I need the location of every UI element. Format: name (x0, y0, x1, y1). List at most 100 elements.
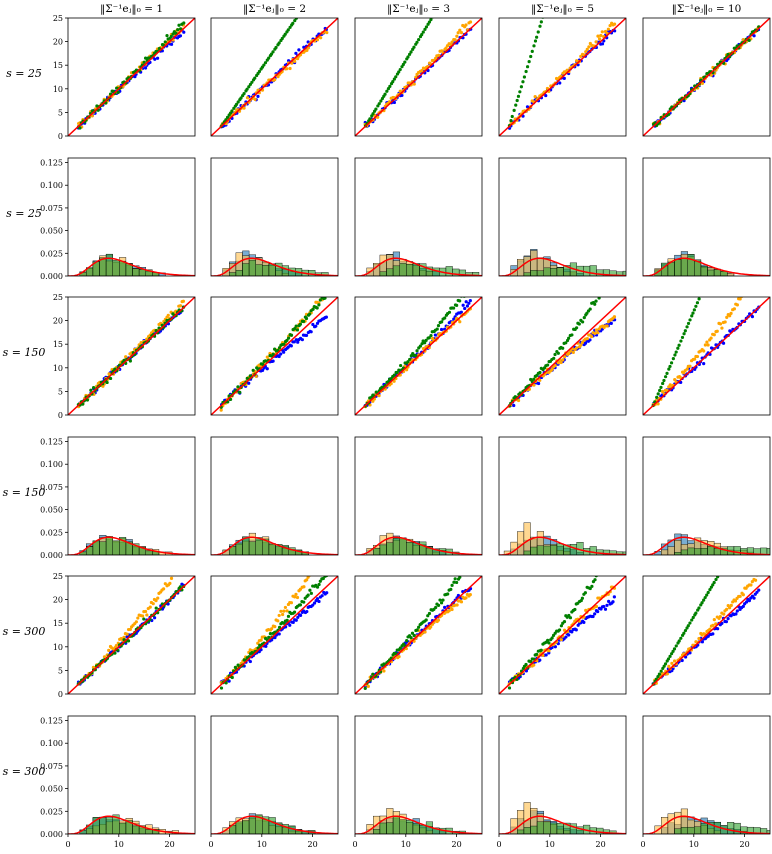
hist-bar-green (373, 829, 381, 834)
axes-frame (67, 715, 196, 835)
qq-point-green (754, 512, 757, 515)
qq-point-orange (420, 68, 424, 73)
qq-point-green (392, 373, 396, 377)
qq-point-blue (562, 76, 566, 80)
hist-bar-green (680, 257, 688, 276)
qq-point-orange (151, 602, 155, 606)
qq-point-green (374, 107, 378, 111)
qq-point-green (667, 367, 671, 371)
qq-point-green (597, 297, 601, 300)
axes-frame (354, 296, 483, 416)
qq-point-green (395, 370, 399, 375)
qq-point-green (509, 119, 513, 123)
qq-point-green (546, 363, 550, 367)
x-tick-label: 20 (740, 840, 750, 849)
qq-point-green (663, 375, 668, 379)
hist-bar-green (281, 265, 289, 276)
qq-point-blue (602, 604, 606, 609)
qq-point-green (722, 565, 725, 568)
qq-point-orange (125, 632, 129, 636)
qq-point-green (392, 77, 396, 81)
qq-point-green (108, 376, 113, 381)
qq-point-green (659, 385, 663, 390)
qq-point-green (298, 322, 303, 326)
qq-point-green (596, 572, 599, 575)
qq-point-blue (734, 612, 738, 616)
hist-bar-green (694, 548, 702, 555)
qq-point-orange (556, 361, 560, 365)
qq-point-orange (180, 562, 183, 565)
qq-point-green (165, 34, 169, 38)
hist-bar-green (399, 537, 407, 555)
qq-point-green (604, 564, 607, 567)
qq-point-green (556, 351, 560, 355)
qq-point-orange (294, 592, 298, 596)
qq-point-green (451, 306, 456, 310)
qq-point-orange (711, 623, 715, 627)
reference-line (68, 297, 195, 415)
hist-bar-green (373, 547, 381, 555)
axes-frame (642, 157, 771, 277)
qq-point-green (593, 578, 597, 582)
row-label-5: s = 300 (3, 625, 46, 638)
qq-point-blue (600, 42, 605, 46)
qq-point-green (725, 233, 728, 236)
qq-point-green (714, 258, 717, 261)
qq-point-green (720, 568, 723, 571)
qq-point-orange (315, 38, 320, 42)
qq-point-blue (314, 324, 318, 328)
qq-point-green (695, 301, 700, 305)
hist-bar-green (674, 552, 682, 555)
hist-bar-green (530, 270, 538, 276)
qq-point-green (732, 216, 735, 219)
qq-point-blue (747, 599, 752, 603)
qq-point-orange (176, 568, 179, 571)
qq-point-green (407, 52, 412, 56)
qq-panel (642, 17, 771, 137)
qq-point-orange (702, 349, 706, 353)
hist-bar-green (523, 550, 531, 555)
qq-point-blue (702, 361, 706, 366)
reference-line (499, 576, 626, 694)
qq-point-orange (366, 684, 370, 688)
qq-point-green (308, 588, 312, 592)
qq-point-green (142, 617, 146, 621)
qq-point-orange (450, 607, 454, 612)
qq-point-orange (748, 285, 751, 288)
qq-point-orange (660, 389, 665, 394)
qq-point-orange (571, 350, 575, 354)
qq-point-green (547, 641, 551, 645)
qq-point-green (283, 32, 287, 36)
qq-point-green (546, 638, 550, 642)
qq-point-blue (320, 594, 324, 598)
qq-point-blue (536, 381, 541, 386)
qq-point-green (743, 530, 746, 533)
qq-point-blue (443, 605, 447, 610)
qq-point-orange (429, 625, 433, 629)
y-tick-label: 0.025 (40, 807, 63, 816)
qq-panel (642, 170, 771, 416)
hist-bar-green (255, 264, 263, 276)
qq-point-green (737, 540, 740, 543)
axes-frame (210, 157, 339, 277)
qq-point-orange (757, 570, 760, 573)
qq-point-orange (685, 367, 689, 371)
qq-point-orange (533, 94, 537, 99)
qq-point-blue (711, 632, 715, 636)
qq-point-green (752, 170, 755, 173)
qq-point-blue (612, 595, 616, 599)
qq-point-orange (753, 578, 758, 582)
hist-bar-green (268, 817, 276, 834)
axes-frame (210, 575, 339, 695)
hist-bar-green (727, 822, 735, 834)
qq-point-orange (670, 661, 674, 665)
qq-point-green (539, 648, 543, 652)
qq-point-green (751, 517, 754, 520)
qq-point-green (679, 339, 683, 343)
qq-point-blue (312, 601, 317, 605)
qq-point-green (271, 50, 275, 54)
qq-point-orange (729, 603, 733, 607)
qq-point-green (683, 628, 688, 633)
hist-bar-green (248, 816, 256, 834)
qq-point-orange (412, 82, 416, 86)
